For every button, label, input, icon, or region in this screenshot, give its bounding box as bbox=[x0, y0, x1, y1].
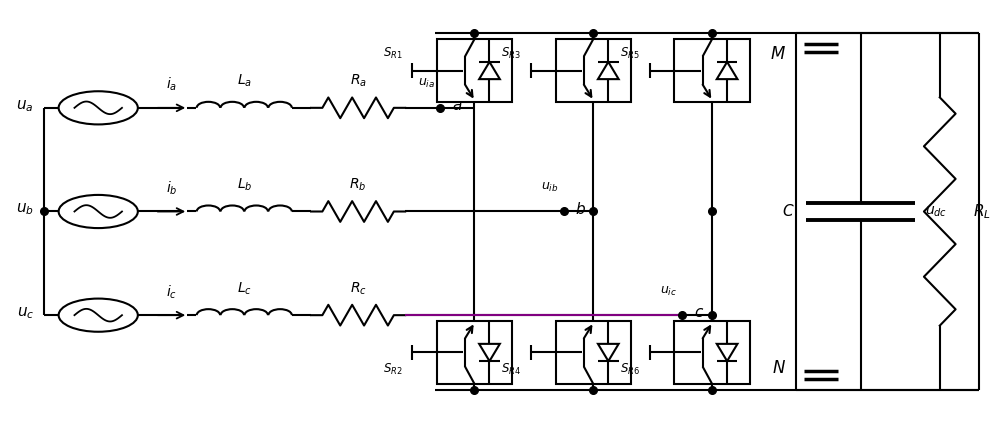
Text: $R_L$: $R_L$ bbox=[973, 202, 991, 221]
Text: $u_{a}$: $u_{a}$ bbox=[16, 98, 34, 114]
Text: $L_{a}$: $L_{a}$ bbox=[237, 73, 252, 89]
Text: $u_{ic}$: $u_{ic}$ bbox=[660, 285, 677, 298]
Text: $L_{c}$: $L_{c}$ bbox=[237, 280, 252, 297]
Bar bbox=[556, 321, 631, 384]
Text: $S_{R5}$: $S_{R5}$ bbox=[620, 47, 640, 61]
Text: $R_{a}$: $R_{a}$ bbox=[350, 73, 367, 89]
Text: $S_{R6}$: $S_{R6}$ bbox=[620, 362, 640, 376]
Text: $u_{c}$: $u_{c}$ bbox=[17, 305, 34, 321]
Text: $R_{c}$: $R_{c}$ bbox=[350, 280, 367, 297]
Text: $i_{a}$: $i_{a}$ bbox=[166, 76, 177, 93]
Text: $b$: $b$ bbox=[575, 201, 586, 217]
Text: $i_{c}$: $i_{c}$ bbox=[166, 283, 177, 301]
Text: $a$: $a$ bbox=[452, 99, 462, 113]
Text: $C$: $C$ bbox=[782, 203, 794, 220]
Text: $N$: $N$ bbox=[772, 360, 786, 377]
Text: $S_{R1}$: $S_{R1}$ bbox=[383, 47, 402, 61]
Text: $u_{b}$: $u_{b}$ bbox=[16, 202, 34, 217]
Text: $S_{R3}$: $S_{R3}$ bbox=[501, 47, 521, 61]
Text: $c$: $c$ bbox=[694, 306, 704, 320]
Text: $u_{ib}$: $u_{ib}$ bbox=[541, 181, 559, 194]
Text: $S_{R4}$: $S_{R4}$ bbox=[501, 362, 521, 376]
Bar bbox=[674, 39, 750, 102]
Text: $M$: $M$ bbox=[770, 46, 786, 63]
Text: $i_{b}$: $i_{b}$ bbox=[166, 180, 177, 197]
Text: $S_{R2}$: $S_{R2}$ bbox=[383, 362, 402, 376]
Text: $u_{dc}$: $u_{dc}$ bbox=[925, 204, 947, 219]
Bar bbox=[437, 39, 512, 102]
Bar bbox=[556, 39, 631, 102]
Bar bbox=[437, 321, 512, 384]
Text: $L_{b}$: $L_{b}$ bbox=[237, 176, 252, 193]
Text: $R_{b}$: $R_{b}$ bbox=[349, 176, 367, 193]
Bar bbox=[674, 321, 750, 384]
Text: $u_{ia}$: $u_{ia}$ bbox=[418, 77, 435, 91]
